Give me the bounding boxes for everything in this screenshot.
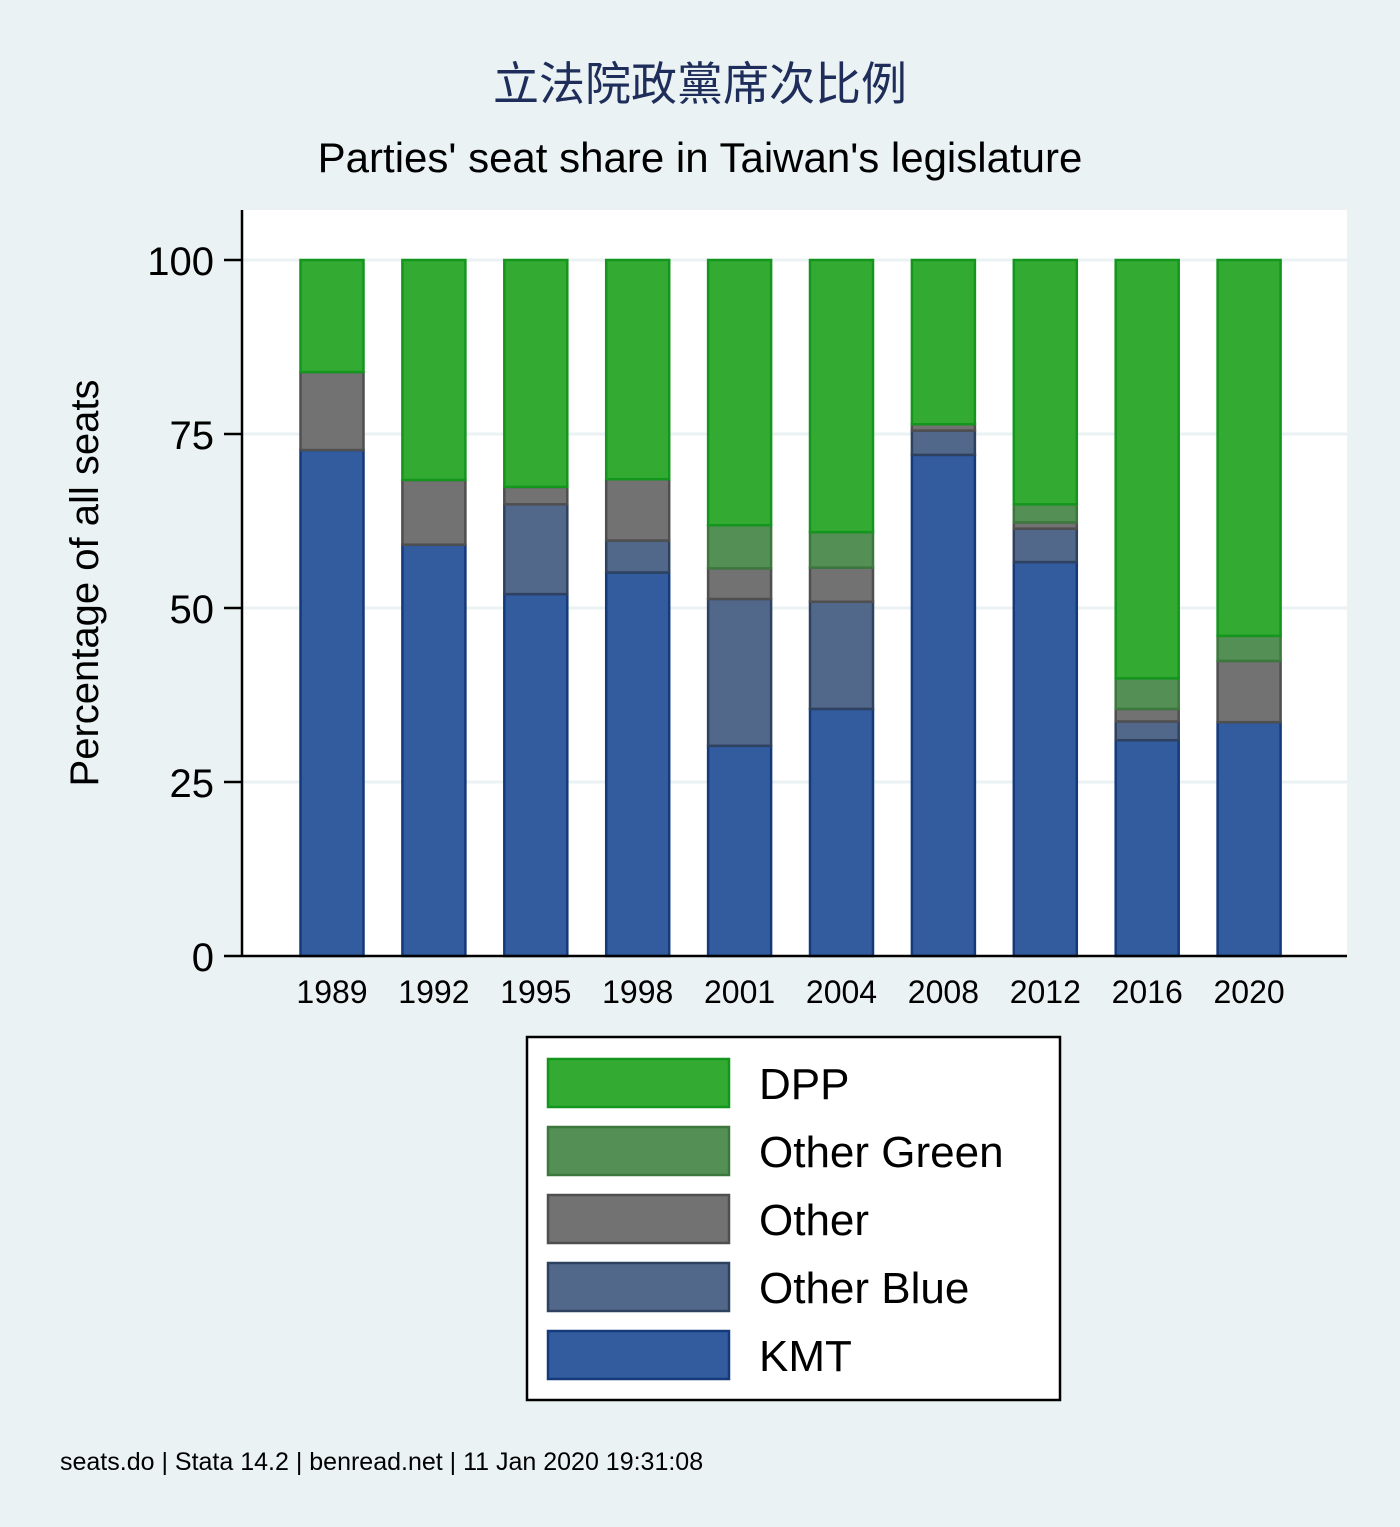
bars xyxy=(299,258,1282,958)
y-tick-label: 75 xyxy=(170,414,215,458)
x-tick-label: 2020 xyxy=(1214,974,1285,1010)
legend-swatch-kmt xyxy=(546,1329,731,1381)
bar-segment-other xyxy=(1216,659,1282,724)
bar-segment-dpp xyxy=(401,258,467,482)
y-tick-label: 25 xyxy=(170,762,215,806)
x-tick-label: 1989 xyxy=(296,974,367,1010)
footer-note: seats.do | Stata 14.2 | benread.net | 11… xyxy=(60,1448,703,1476)
bar-segment-kmt xyxy=(401,543,467,958)
bar-segment-kmt xyxy=(299,448,365,958)
bar-segment-kmt xyxy=(604,571,671,958)
y-tick-label: 0 xyxy=(192,936,214,980)
bar-segment-dpp xyxy=(808,258,875,534)
bar-segment-other-green xyxy=(1114,677,1180,711)
x-tick-label: 2012 xyxy=(1010,974,1081,1010)
legend-label-other-blue: Other Blue xyxy=(759,1264,969,1313)
bar-segment-other-blue xyxy=(604,539,671,574)
legend-swatch-dpp xyxy=(546,1057,731,1109)
legend-label-other: Other xyxy=(759,1196,869,1245)
bar-segment-other xyxy=(299,370,365,452)
x-tick-label: 1998 xyxy=(602,974,673,1010)
x-tick-label: 1995 xyxy=(500,974,571,1010)
bar-segment-other-blue xyxy=(808,600,875,711)
bar-segment-dpp xyxy=(503,258,569,489)
y-tick-label: 50 xyxy=(170,588,215,632)
bar-segment-dpp xyxy=(1012,258,1079,506)
bar-segment-other xyxy=(1114,707,1180,723)
x-tick-label: 1992 xyxy=(398,974,469,1010)
bar-segment-other-blue xyxy=(1012,527,1079,564)
legend-label-other-green: Other Green xyxy=(759,1128,1004,1177)
x-tick-label: 2004 xyxy=(806,974,877,1010)
chart-subtitle: Parties' seat share in Taiwan's legislat… xyxy=(318,134,1083,181)
legend-swatch-other xyxy=(546,1193,731,1245)
bar-segment-other xyxy=(503,485,569,506)
legend-swatch-other-blue xyxy=(546,1261,731,1313)
chart-title: 立法院政黨席次比例 xyxy=(493,57,907,111)
bar-segment-other-green xyxy=(706,523,773,570)
legend-label-dpp: DPP xyxy=(759,1060,849,1109)
y-axis-label: Percentage of all seats xyxy=(63,380,107,787)
bar-segment-dpp xyxy=(706,258,773,527)
bar-segment-other-green xyxy=(1012,503,1079,524)
bar-segment-other xyxy=(401,478,467,546)
bar-segment-kmt xyxy=(1114,738,1180,958)
bar-segment-other-green xyxy=(808,530,875,569)
bar-segment-dpp xyxy=(299,258,365,374)
bar-segment-other xyxy=(604,477,671,542)
y-ticks: 0 25 50 75 100 xyxy=(147,240,242,980)
bar-segment-dpp xyxy=(1216,258,1282,638)
bar-segment-other-blue xyxy=(706,597,773,748)
legend-swatch-other-green xyxy=(546,1125,731,1177)
x-tick-label: 2001 xyxy=(704,974,775,1010)
x-tick-label: 2008 xyxy=(908,974,979,1010)
bar-segment-dpp xyxy=(1114,258,1180,680)
bar-segment-other-blue xyxy=(910,429,977,457)
y-tick-label: 100 xyxy=(147,240,214,284)
legend-label-kmt: KMT xyxy=(759,1332,852,1381)
bar-segment-kmt xyxy=(503,592,569,958)
x-tick-label: 2016 xyxy=(1112,974,1183,1010)
legend: DPP Other Green Other Other Blue KMT xyxy=(546,1057,1004,1381)
x-ticks: 1989 1992 1995 1998 2001 2004 2008 2012 2016 2020 xyxy=(296,974,1284,1010)
bar-segment-kmt xyxy=(1012,560,1079,958)
bar-segment-kmt xyxy=(1216,720,1282,958)
bar-segment-other xyxy=(706,567,773,601)
bar-segment-dpp xyxy=(604,258,671,481)
bar-segment-other-green xyxy=(1216,634,1282,663)
bar-segment-dpp xyxy=(910,258,977,426)
bar-segment-other-blue xyxy=(1114,720,1180,742)
bar-segment-other-blue xyxy=(503,503,569,596)
bar-segment-kmt xyxy=(808,707,875,958)
bar-segment-kmt xyxy=(706,744,773,958)
bar-segment-other xyxy=(808,566,875,603)
bar-segment-kmt xyxy=(910,453,977,958)
